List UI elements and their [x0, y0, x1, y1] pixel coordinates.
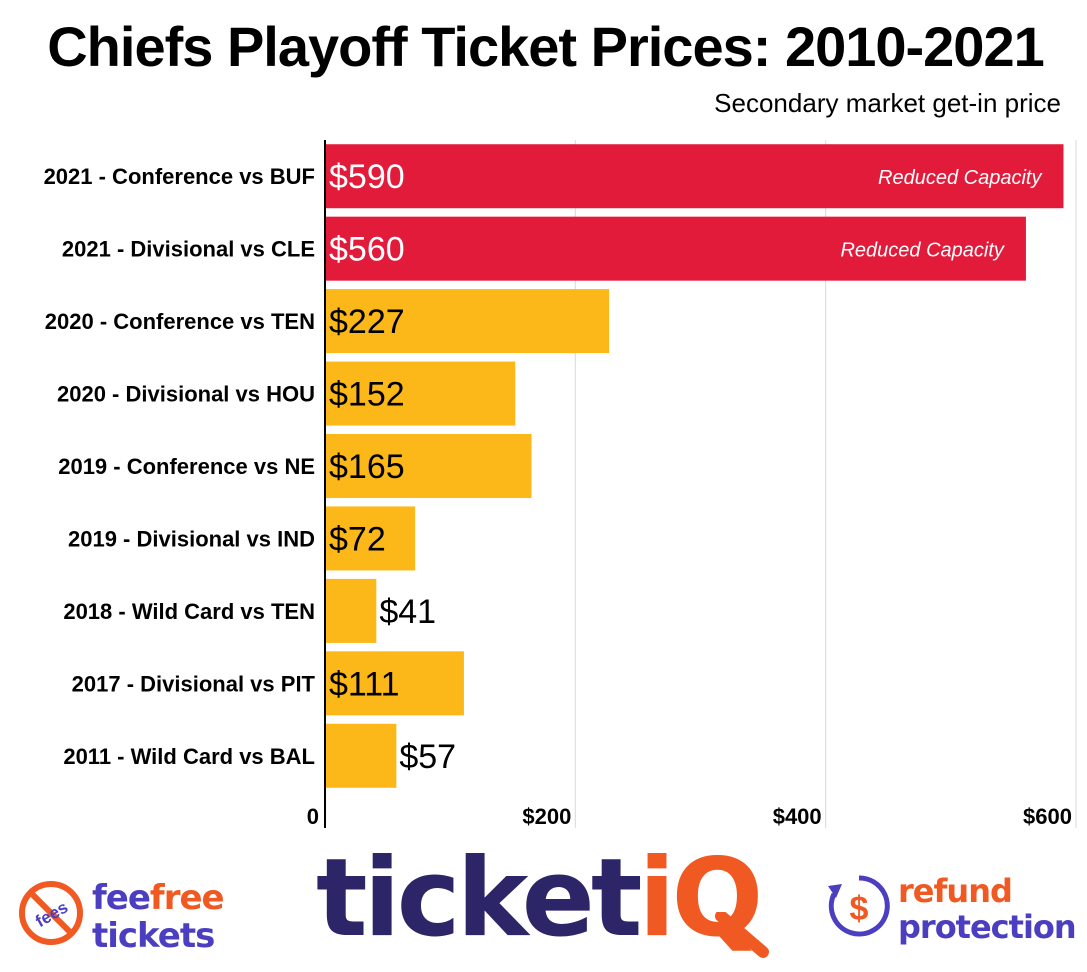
bar — [325, 361, 516, 426]
category-label: 2021 - Divisional vs CLE — [62, 237, 315, 262]
category-label: 2019 - Conference vs NE — [58, 454, 315, 479]
feefree-tickets-logo: fees feefree tickets — [18, 860, 258, 956]
chart-title: Chiefs Playoff Ticket Prices: 2010-2021 — [47, 15, 1045, 78]
category-label: 2021 - Conference vs BUF — [44, 164, 315, 189]
magnifier-icon — [715, 912, 769, 958]
refund-dollar-text: $ — [850, 890, 869, 928]
refund-line1: refund — [898, 872, 1013, 910]
bar — [325, 144, 1064, 209]
bar — [325, 434, 532, 498]
ticketiq-wordmark: ticketiQ — [316, 836, 763, 961]
bar — [325, 578, 377, 643]
value-label: $165 — [329, 448, 405, 486]
x-tick-label: $600 — [1023, 804, 1072, 829]
refund-protection-logo: $ refund protection — [826, 868, 1077, 958]
value-label: $57 — [399, 738, 456, 776]
value-label: $560 — [329, 231, 405, 269]
category-label: 2020 - Divisional vs HOU — [57, 382, 315, 407]
footer: fees feefree tickets ticketiQ $ refund p… — [0, 836, 1087, 966]
category-label: 2018 - Wild Card vs TEN — [63, 599, 315, 624]
chart-subtitle: Secondary market get-in price — [714, 88, 1061, 118]
category-label: 2011 - Wild Card vs BAL — [63, 744, 315, 769]
value-label: $590 — [329, 158, 405, 196]
x-tick-label: $400 — [773, 804, 822, 829]
x-tick-label: 0 — [307, 804, 319, 829]
bar — [325, 289, 610, 354]
bar — [325, 651, 464, 716]
value-label: $152 — [329, 376, 405, 414]
no-fees-icon: fees — [19, 881, 83, 945]
bar — [325, 216, 1026, 281]
bar — [325, 723, 397, 788]
value-label: $111 — [329, 665, 400, 703]
refund-dollar-icon: $ — [828, 875, 890, 937]
category-label: 2019 - Divisional vs IND — [68, 526, 315, 551]
x-tick-label: $200 — [522, 804, 571, 829]
annotation-label: Reduced Capacity — [840, 240, 1004, 262]
value-label: $72 — [329, 520, 386, 558]
category-label: 2017 - Divisional vs PIT — [72, 671, 316, 696]
feefree-line2: tickets — [92, 916, 215, 956]
bar — [325, 506, 416, 571]
category-label: 2020 - Conference vs TEN — [45, 309, 315, 334]
annotation-label: Reduced Capacity — [878, 167, 1042, 189]
refund-line2: protection — [898, 908, 1077, 946]
feefree-line1: feefree — [92, 878, 225, 918]
value-label: $227 — [329, 303, 405, 341]
ticketiq-logo: ticketiQ — [316, 836, 776, 962]
value-label: $41 — [379, 593, 436, 631]
bar-chart: 0 $200 $400 $600 2021 - Conference vs BUF $59… — [44, 140, 1077, 829]
